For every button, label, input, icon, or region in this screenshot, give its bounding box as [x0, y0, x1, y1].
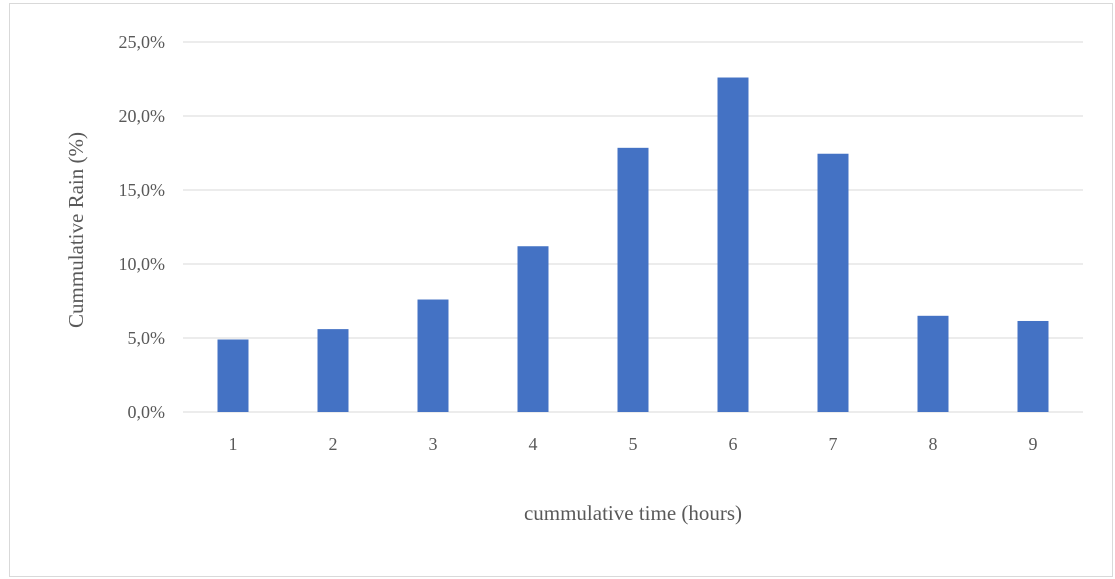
bar-1	[217, 339, 249, 412]
x-tick-label: 9	[1029, 434, 1038, 454]
y-tick-label: 15,0%	[119, 180, 166, 200]
y-tick-label: 25,0%	[119, 32, 166, 52]
x-tick-label: 7	[829, 434, 838, 454]
bar-4	[517, 246, 549, 412]
bars	[217, 77, 1049, 413]
x-tick-label: 5	[629, 434, 638, 454]
x-tick-label: 8	[929, 434, 938, 454]
y-tick-label: 10,0%	[119, 254, 166, 274]
x-tick-label: 2	[329, 434, 338, 454]
bar-6	[717, 77, 749, 413]
x-tick-label: 4	[529, 434, 538, 454]
y-tick-label: 20,0%	[119, 106, 166, 126]
bar-7	[817, 153, 849, 413]
bar-3	[417, 299, 449, 412]
y-tick-label: 0,0%	[128, 402, 166, 422]
chart-frame	[9, 3, 1113, 577]
x-tick-label: 1	[229, 434, 238, 454]
y-tick-label: 5,0%	[128, 328, 166, 348]
bar-8	[917, 315, 949, 412]
y-tick-labels: 0,0% 5,0% 10,0% 15,0% 20,0% 25,0%	[119, 32, 166, 422]
x-axis-title: cummulative time (hours)	[524, 501, 742, 525]
x-tick-label: 6	[729, 434, 738, 454]
bar-2	[317, 329, 349, 412]
y-axis-title: Cummulative Rain (%)	[64, 132, 88, 328]
bar-9	[1017, 320, 1049, 412]
x-tick-label: 3	[429, 434, 438, 454]
bar-5	[617, 147, 649, 412]
x-tick-labels: 1 2 3 4 5 6 7 8 9	[229, 434, 1038, 454]
